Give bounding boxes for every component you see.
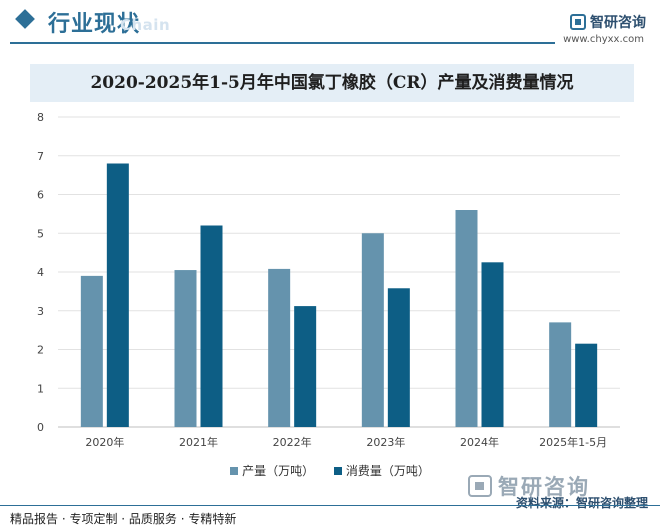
legend-label-production: 产量（万吨） [242,464,315,478]
bar-production [80,275,103,427]
y-tick-label: 7 [37,150,44,163]
chart-title: 2020-2025年1-5月年中国氯丁橡胶（CR）产量及消费量情况 [90,73,574,93]
legend-item-production: 产量（万吨） [230,462,314,479]
chart-title-band: 2020-2025年1-5月年中国氯丁橡胶（CR）产量及消费量情况 [30,64,634,102]
brand-name: 智研咨询 [590,15,646,31]
bar-production [549,322,572,427]
header-divider [10,42,555,44]
bar-consumption [200,225,223,427]
y-tick-label: 8 [37,111,44,124]
source-note: 资料来源：智研咨询整理 [515,496,648,510]
bar-production [455,210,478,427]
brand-logo-icon [570,14,586,30]
header: 行业现状 Chain 智研咨询 www.chyxx.com [0,0,660,46]
x-tick-label: 2025年1-5月 [539,435,607,449]
y-tick-label: 4 [37,266,44,279]
x-tick-label: 2023年 [366,435,405,449]
footer-logo-icon [468,475,492,497]
section-subtitle: Chain [120,16,171,34]
legend-item-consumption: 消费量（万吨） [333,462,430,479]
section-title: 行业现状 [48,12,141,37]
footer-divider [0,505,660,506]
bar-production [174,270,197,427]
footer-logo-text: 智研咨询 [498,475,590,499]
bar-production [268,268,291,427]
bar-consumption [294,306,317,427]
x-tick-label: 2020年 [85,435,124,449]
footer-logo: 智研咨询 [468,471,590,501]
brand: 智研咨询 [570,12,646,32]
bar-consumption [387,288,410,427]
y-tick-label: 5 [37,227,44,240]
y-tick-label: 3 [37,305,44,318]
bar-production [361,233,384,427]
bar-chart: 0 1 2 3 4 5 6 7 8 2020年 2021年 2022年 2023年 2024年 2025年1… [37,111,620,449]
legend-swatch-consumption [333,466,342,475]
legend-label-consumption: 消费量（万吨） [345,464,430,478]
y-tick-label: 1 [37,382,44,395]
x-tick-label: 2024年 [460,435,499,449]
chart-legend: 产量（万吨） 消费量（万吨） [0,462,660,479]
brand-url: www.chyxx.com [563,34,644,45]
bar-consumption [575,343,598,427]
x-tick-label: 2021年 [179,435,218,449]
y-tick-label: 6 [37,189,44,202]
diamond-icon [15,9,35,29]
footer-tags: 精品报告 · 专项定制 · 品质服务 · 专精特新 [10,512,237,526]
bar-consumption [106,163,129,427]
legend-swatch-production [230,466,239,475]
y-tick-label: 0 [37,421,44,434]
y-tick-label: 2 [37,344,44,357]
x-tick-label: 2022年 [273,435,312,449]
bar-consumption [481,262,504,427]
